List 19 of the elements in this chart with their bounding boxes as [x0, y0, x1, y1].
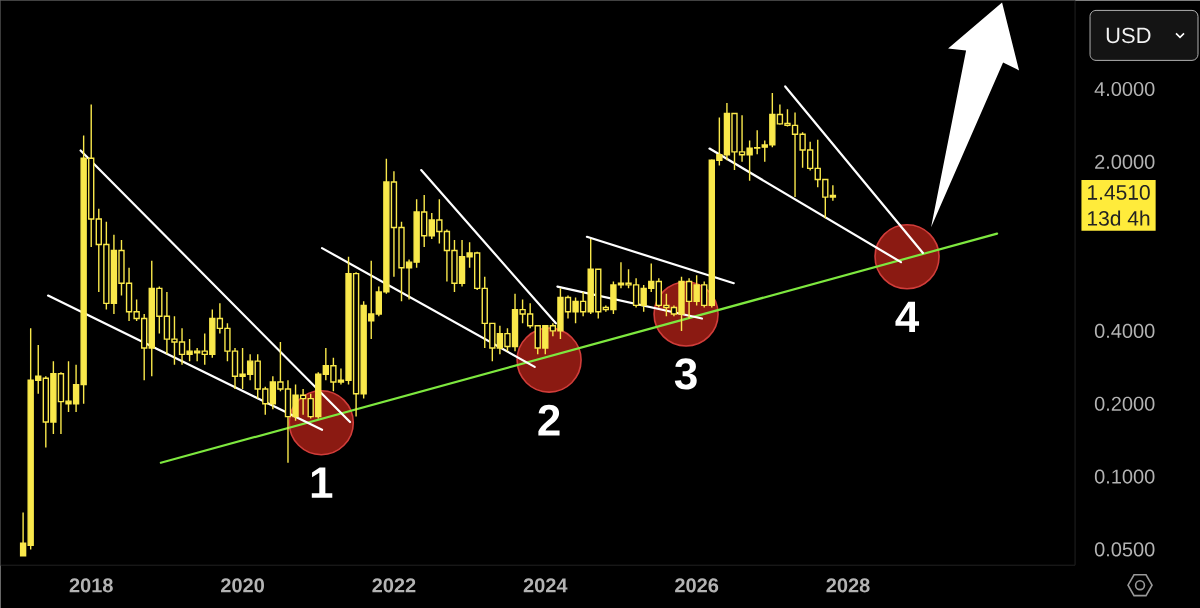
- x-tick-label: 2028: [826, 578, 870, 593]
- text: USD: [1106, 27, 1151, 44]
- x-tick-label: 2024: [523, 578, 568, 593]
- text: 1.4510: [1088, 184, 1150, 200]
- x-tick-label: 2018: [69, 578, 113, 593]
- y-tick-label: 2.0000: [1095, 154, 1155, 169]
- x-tick-label: 2022: [372, 578, 416, 593]
- text: 13d 4h: [1088, 210, 1150, 226]
- y-tick-label: 0.2000: [1094, 396, 1155, 411]
- y-tick-label: 0.1000: [1094, 469, 1155, 484]
- y-tick-label: 0.4000: [1094, 323, 1155, 338]
- annotation: 4: [895, 301, 920, 332]
- x-tick-label: 2026: [675, 578, 719, 593]
- annotation: 3: [674, 358, 697, 390]
- y-tick-label: 0.0500: [1094, 542, 1155, 557]
- y-tick-label: 4.0000: [1094, 81, 1155, 97]
- x-tick-label: 2020: [221, 578, 264, 593]
- annotation: 1: [311, 467, 333, 498]
- annotation: 2: [538, 404, 560, 436]
